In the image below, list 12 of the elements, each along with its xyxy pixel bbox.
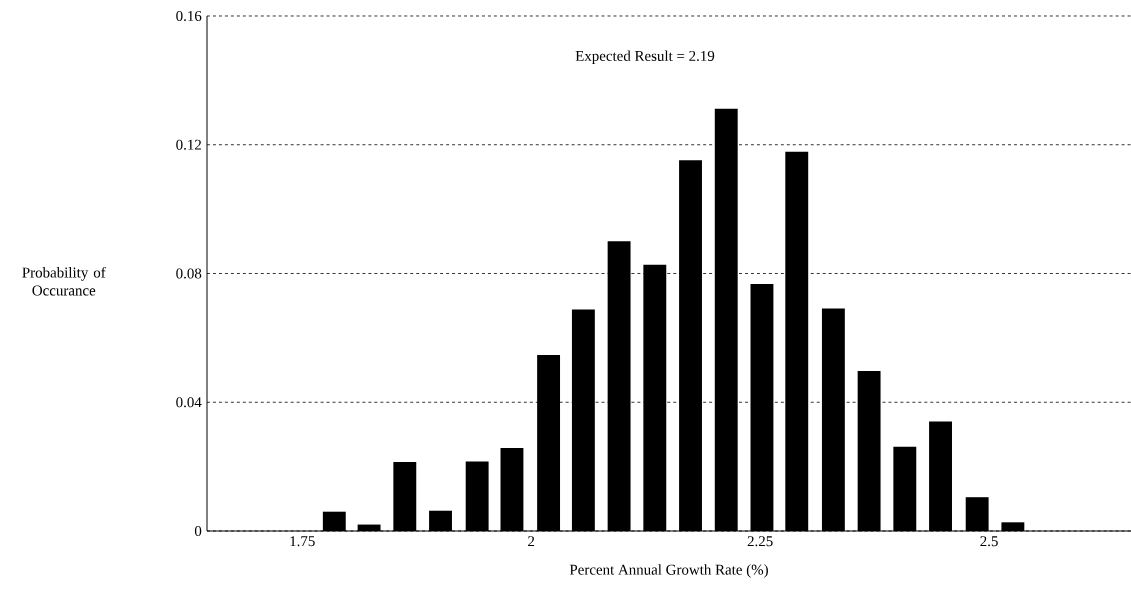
y-axis-title: Probability of Occurance [22, 266, 106, 296]
y-tick-label: 0.12 [176, 139, 201, 150]
y-tick-label: 0 [194, 525, 202, 537]
x-tick-label: 2.5 [980, 536, 998, 547]
x-axis-title: Percent Annual Growth Rate (%) [569, 564, 768, 578]
x-tick-label: 2 [528, 536, 535, 547]
y-tick-label: 0.08 [176, 268, 202, 279]
x-tick-label: 1.75 [290, 536, 315, 547]
annotation: Expected Result = 2.19 [575, 50, 715, 64]
y-tick-label: 0.16 [176, 10, 202, 22]
y-tick-label: 0.04 [176, 397, 202, 408]
x-tick-label: 2.25 [747, 536, 773, 547]
